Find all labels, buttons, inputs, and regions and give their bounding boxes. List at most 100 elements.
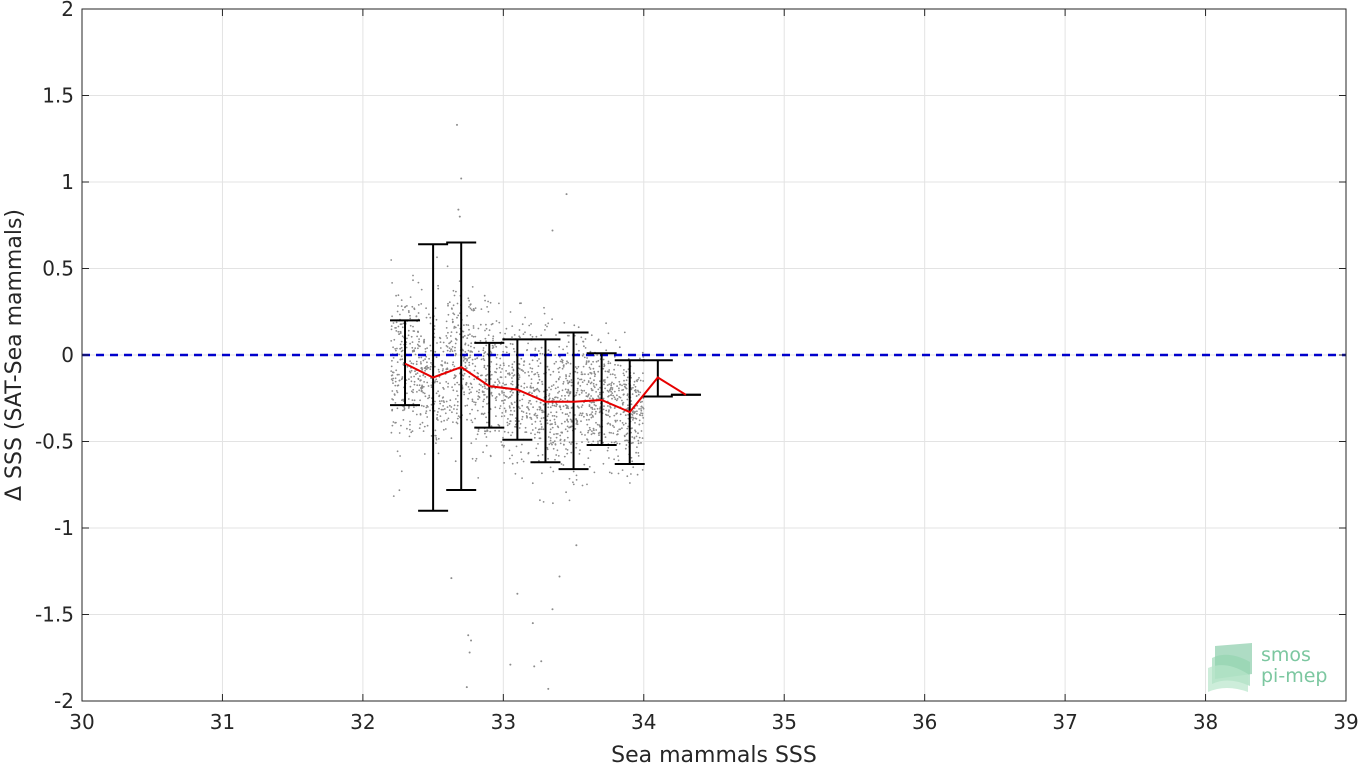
scatter-point	[454, 354, 457, 357]
scatter-point	[547, 322, 550, 325]
scatter-point	[519, 336, 521, 339]
scatter-point	[534, 373, 537, 375]
scatter-point	[541, 383, 544, 386]
scatter-point	[435, 418, 438, 420]
scatter-point	[401, 326, 404, 329]
scatter-point	[540, 409, 543, 412]
scatter-point	[434, 380, 437, 382]
scatter-point	[463, 358, 466, 360]
scatter-point	[498, 380, 500, 382]
scatter-point	[541, 380, 543, 383]
y-axis-label: Δ SSS (SAT-Sea mammals)	[2, 209, 27, 501]
scatter-point	[541, 411, 544, 414]
scatter-point	[472, 335, 475, 338]
scatter-point	[435, 356, 438, 359]
scatter-point	[447, 313, 450, 316]
scatter-point	[501, 392, 503, 394]
scatter-point	[530, 432, 532, 435]
scatter-point	[637, 439, 640, 442]
scatter-point	[559, 405, 561, 408]
scatter-point	[425, 316, 428, 319]
scatter-point	[499, 371, 502, 373]
scatter-point	[597, 338, 600, 341]
scatter-point	[573, 324, 576, 327]
scatter-point	[540, 334, 543, 337]
scatter-point	[562, 443, 565, 446]
x-tick-label: 37	[1052, 710, 1077, 734]
y-tick-label: -2	[54, 689, 74, 713]
scatter-point	[642, 417, 645, 419]
scatter-point	[469, 382, 472, 385]
scatter-point	[439, 337, 442, 340]
scatter-point	[593, 370, 596, 373]
scatter-point	[636, 413, 638, 415]
scatter-point	[425, 365, 427, 368]
scatter-point	[468, 361, 471, 364]
scatter-point	[523, 360, 525, 363]
scatter-point	[511, 462, 514, 465]
scatter-point	[543, 306, 545, 309]
scatter-point	[447, 386, 449, 388]
scatter-point	[462, 349, 464, 352]
scatter-point	[470, 342, 473, 345]
scatter-point	[581, 404, 584, 406]
scatter-point	[558, 371, 560, 374]
scatter-point	[503, 444, 505, 447]
scatter-point	[638, 377, 640, 379]
scatter-point	[394, 348, 397, 350]
scatter-point	[584, 347, 587, 349]
scatter-point	[445, 381, 448, 383]
scatter-point	[418, 338, 420, 340]
scatter-point	[466, 359, 468, 362]
scatter-point	[555, 415, 558, 418]
scatter-point	[585, 419, 588, 421]
scatter-point	[499, 405, 502, 407]
scatter-point	[467, 349, 470, 352]
scatter-point	[522, 370, 525, 372]
scatter-point	[622, 423, 625, 426]
scatter-point	[475, 438, 477, 440]
scatter-point	[607, 422, 610, 424]
scatter-point	[606, 389, 609, 392]
scatter-point	[450, 406, 453, 408]
scatter-point	[411, 430, 414, 432]
scatter-point	[569, 362, 572, 365]
scatter-point	[560, 422, 563, 425]
scatter-point	[565, 374, 567, 376]
scatter-point	[420, 335, 422, 338]
scatter-point	[588, 366, 591, 369]
scatter-point	[563, 322, 566, 324]
scatter-point	[518, 329, 521, 331]
scatter-point	[607, 391, 610, 393]
scatter-point	[616, 442, 619, 445]
scatter-point	[424, 350, 427, 353]
scatter-point	[409, 342, 411, 345]
scatter-point	[492, 337, 494, 340]
scatter-point	[633, 380, 636, 383]
scatter-point	[642, 372, 644, 375]
scatter-point	[547, 687, 550, 690]
scatter-point	[590, 387, 593, 390]
scatter-point	[446, 349, 449, 352]
scatter-point	[582, 340, 584, 343]
scatter-point	[540, 417, 543, 420]
scatter-point	[470, 308, 473, 311]
scatter-point	[448, 409, 451, 411]
scatter-point	[442, 368, 444, 370]
scatter-point	[597, 388, 600, 391]
scatter-point	[485, 368, 487, 370]
scatter-point	[469, 303, 472, 305]
scatter-point	[471, 362, 474, 365]
x-tick-label: 34	[631, 710, 656, 734]
y-tick-label: -1.5	[35, 603, 74, 627]
scatter-point	[464, 342, 467, 345]
scatter-point	[484, 432, 486, 435]
scatter-point	[550, 385, 553, 387]
scatter-point	[565, 377, 567, 380]
scatter-point	[536, 371, 539, 374]
scatter-point	[610, 432, 612, 434]
scatter-point	[533, 414, 536, 416]
scatter-point	[467, 324, 470, 326]
scatter-point	[503, 391, 505, 394]
scatter-point	[423, 338, 426, 341]
